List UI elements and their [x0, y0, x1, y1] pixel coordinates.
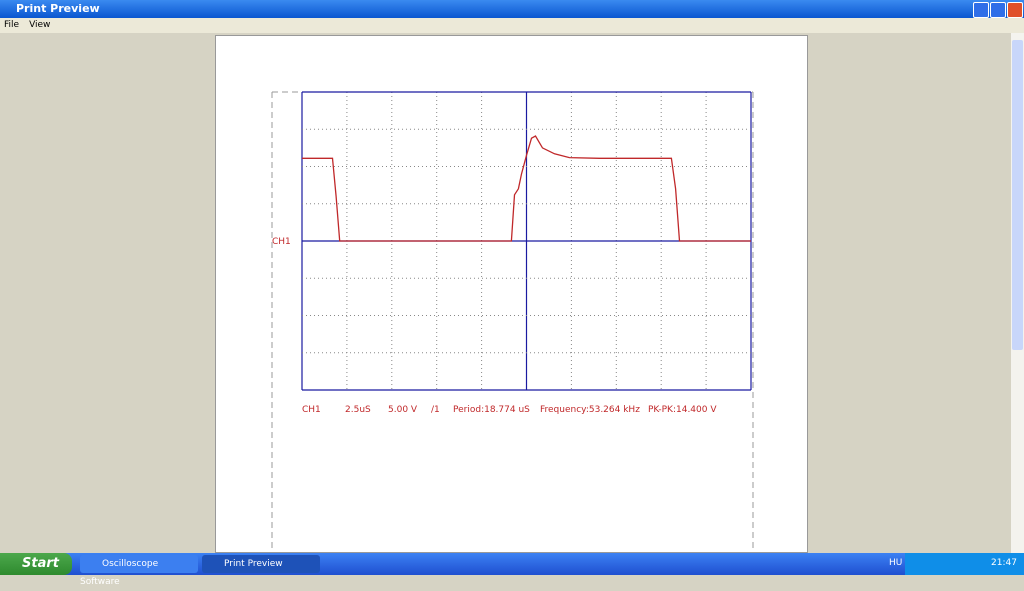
taskbar: Start Oscilloscope Software Print Previe… — [0, 553, 1024, 587]
close[interactable] — [1007, 2, 1023, 18]
menu-item[interactable]: View — [29, 20, 51, 30]
task-button[interactable]: Print Preview — [202, 555, 320, 573]
language: HU — [889, 558, 903, 568]
page — [215, 35, 808, 553]
scroll-thumb[interactable] — [1012, 40, 1023, 350]
menu-item[interactable]: File — [4, 20, 20, 30]
start-button[interactable]: Start — [0, 553, 72, 575]
menu-bar: File View — [0, 18, 1024, 33]
window-title: Print Preview — [16, 2, 100, 15]
title-bar: Print Preview — [0, 0, 1024, 18]
restore[interactable] — [990, 2, 1006, 18]
task-button[interactable]: Oscilloscope Software — [80, 555, 198, 587]
tray: HU 21:47 — [889, 553, 1024, 575]
clock: 21:47 — [991, 558, 1017, 568]
minimize[interactable] — [973, 2, 989, 18]
